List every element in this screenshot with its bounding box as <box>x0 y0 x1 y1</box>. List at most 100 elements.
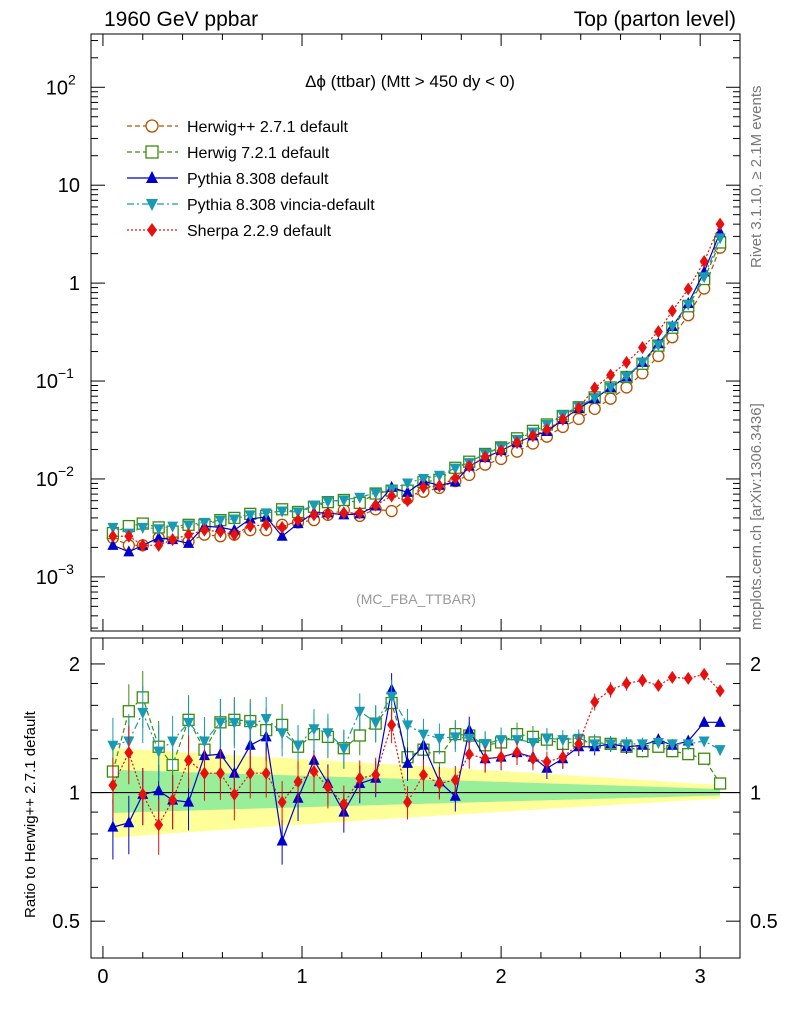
data-point <box>323 780 333 794</box>
data-point <box>667 304 677 318</box>
data-point <box>699 667 709 681</box>
x-tick-label: 1 <box>296 966 307 988</box>
data-point <box>168 533 178 547</box>
data-point <box>464 747 474 761</box>
x-tick-label: 3 <box>695 966 706 988</box>
data-point <box>683 671 693 685</box>
data-point <box>293 775 303 789</box>
data-point <box>167 736 179 748</box>
data-point <box>698 272 710 284</box>
data-point <box>199 523 209 537</box>
data-point <box>403 494 413 508</box>
main-y-tick-label: 10 <box>58 175 80 197</box>
ratio-frame <box>90 637 741 959</box>
main-y-tick-label: 10 <box>46 77 68 99</box>
data-point <box>653 325 663 339</box>
data-point <box>355 506 365 520</box>
data-point <box>636 357 648 369</box>
data-point <box>354 492 366 504</box>
data-point <box>309 765 319 779</box>
series-line <box>112 232 721 553</box>
data-point <box>590 381 600 395</box>
data-point <box>682 739 694 751</box>
data-point <box>449 789 461 801</box>
data-point <box>245 519 255 533</box>
data-point <box>621 739 633 751</box>
data-point <box>277 795 287 809</box>
data-point <box>698 752 711 765</box>
data-point <box>434 777 444 791</box>
data-point <box>542 755 552 769</box>
data-point <box>371 768 381 782</box>
data-point <box>496 444 506 458</box>
data-point <box>387 718 397 732</box>
data-point <box>184 753 194 767</box>
data-point <box>339 506 349 520</box>
data-point <box>338 743 350 755</box>
data-point <box>714 745 726 757</box>
data-point <box>512 436 522 450</box>
data-point <box>322 496 334 508</box>
ratio-series-line <box>112 689 721 844</box>
data-point <box>153 524 165 536</box>
main-y-tick-exponent: −2 <box>58 463 74 479</box>
data-point <box>417 729 429 741</box>
main-y-tick-label: 10 <box>36 469 58 491</box>
data-point <box>588 402 601 415</box>
data-point <box>244 720 256 732</box>
data-point <box>496 750 506 764</box>
data-point <box>698 736 710 748</box>
data-point <box>167 521 179 533</box>
data-point <box>495 735 507 747</box>
data-point <box>449 463 461 475</box>
data-point <box>322 728 334 740</box>
data-point <box>108 529 118 543</box>
data-point <box>323 507 333 521</box>
data-point <box>605 739 617 751</box>
data-point <box>637 341 647 355</box>
data-point <box>512 746 522 760</box>
data-point <box>308 724 320 736</box>
data-point <box>402 485 414 497</box>
data-point <box>558 412 568 426</box>
data-point <box>276 834 288 846</box>
data-point <box>528 429 538 443</box>
data-point <box>355 771 365 785</box>
main-frame <box>90 33 741 632</box>
energy-label: 1960 GeV ppbar <box>104 8 259 31</box>
data-point <box>198 736 210 748</box>
data-point <box>229 787 239 801</box>
mcplots-credit-label: mcplots.cern.ch [arXiv:1306.3436] <box>748 403 765 630</box>
data-point <box>338 495 350 507</box>
data-point <box>667 670 677 684</box>
main-y-tick-exponent: −1 <box>58 365 74 381</box>
data-point <box>606 683 616 697</box>
data-point <box>107 538 119 550</box>
data-point <box>386 691 398 703</box>
data-point <box>464 459 474 473</box>
data-point <box>108 778 118 792</box>
data-point <box>137 522 149 534</box>
data-point <box>154 538 164 552</box>
data-point <box>574 737 584 751</box>
data-point <box>123 816 135 828</box>
data-point <box>244 510 256 522</box>
data-point <box>590 695 600 709</box>
data-point <box>589 393 601 405</box>
main-y-tick-exponent: 2 <box>68 71 76 87</box>
data-point <box>418 480 428 494</box>
data-point <box>636 739 648 751</box>
x-tick-label: 2 <box>496 966 507 988</box>
main-y-tick-exponent: −3 <box>58 561 74 577</box>
series-line <box>112 223 721 546</box>
data-point <box>153 746 165 758</box>
data-point <box>183 795 195 807</box>
data-point <box>450 471 460 485</box>
data-point <box>621 371 633 383</box>
data-point <box>261 766 271 780</box>
data-point <box>541 733 553 745</box>
data-point <box>450 773 460 787</box>
ratio-axis-label: Ratio to Herwig++ 2.7.1 default <box>22 711 39 918</box>
data-point <box>653 679 663 693</box>
process-label: Top (parton level) <box>573 8 736 31</box>
